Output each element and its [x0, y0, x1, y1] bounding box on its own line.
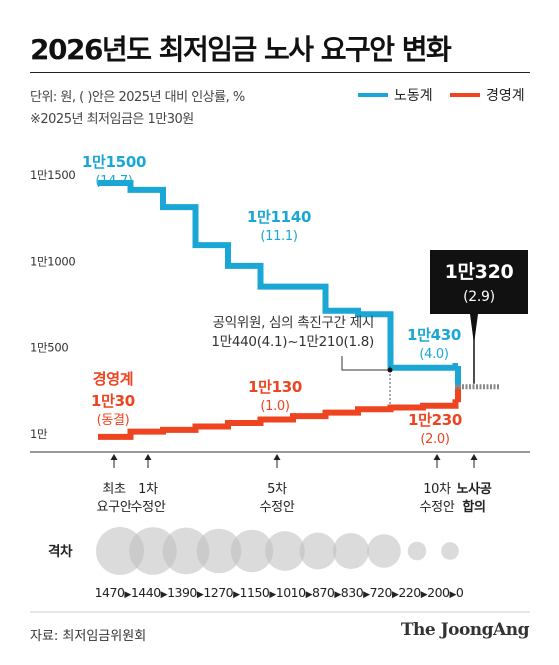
callout-value-5: 1만230: [408, 411, 462, 429]
stage-arrow-head-3: [433, 454, 441, 460]
gap-value-6: 870: [312, 585, 335, 600]
stage-label-line2-2: 수정안: [260, 500, 295, 515]
page-title: 2026년도 최저임금 노사 요구안 변화: [30, 33, 452, 66]
gap-arrow-2: ▶: [197, 590, 204, 600]
callout-value-4: 1만130: [248, 378, 302, 396]
gap-bubble-10: [441, 542, 459, 560]
stage-label-line1-0: 최초: [102, 482, 126, 497]
gap-arrow-9: ▶: [421, 590, 428, 600]
base-note: ※2025년 최저임금은 1만30원: [30, 112, 194, 127]
callout-rate-1: (11.1): [260, 229, 297, 244]
gap-values-row: 1470▶1440▶1390▶1270▶1150▶1010▶870▶830▶72…: [95, 585, 464, 600]
gap-value-10: 200: [427, 585, 450, 600]
callout-heading-3: 경영계: [93, 370, 134, 388]
callout-value-2: 1만430: [407, 326, 461, 344]
stage-arrow-head-0: [110, 454, 118, 460]
legend-item-labor: 노동계: [358, 85, 433, 105]
legend-label-labor: 노동계: [394, 88, 433, 104]
stage-label-line2-4: 합의: [462, 499, 485, 515]
gap-value-0: 1470: [95, 585, 125, 600]
series-line-labor: [98, 180, 459, 371]
gap-bubble-4: [230, 529, 274, 573]
gap-arrow-0: ▶: [124, 590, 131, 600]
stage-arrow-head-2: [273, 454, 281, 460]
gap-value-2: 1390: [167, 585, 197, 600]
callout-rate-5: (2.0): [420, 432, 449, 447]
public-note-leader: [341, 356, 388, 371]
stage-label-line2-3: 수정안: [420, 500, 455, 515]
gap-arrow-7: ▶: [363, 590, 370, 600]
agreement-value: 1만320: [445, 261, 514, 283]
y-tick-label-2: 1만1000: [30, 254, 75, 268]
gap-value-5: 1010: [276, 585, 306, 600]
gap-value-3: 1270: [203, 585, 233, 600]
stage-label-line1-1: 1차: [138, 482, 158, 497]
source-note: 자료: 최저임금위원회: [30, 629, 147, 644]
gap-arrow-8: ▶: [392, 590, 399, 600]
gap-bubble-7: [332, 532, 370, 570]
gap-bubble-0: [96, 527, 144, 575]
legend-label-management: 경영계: [486, 88, 525, 104]
gap-value-11: 0: [456, 585, 464, 600]
series-line-management: [98, 399, 459, 440]
callout-value-0: 1만1500: [82, 153, 146, 171]
callout-value-3: 1만30: [91, 392, 135, 410]
public-range-dot: [387, 367, 393, 373]
title-divider: [30, 72, 530, 73]
stage-arrow-head-1: [144, 454, 152, 460]
gap-label: 격차: [48, 543, 73, 560]
y-tick-label-0: 1만: [30, 427, 48, 441]
gap-bubble-6: [299, 532, 337, 570]
public-note-line2: 1만440(4.1)~1만210(1.8): [211, 334, 374, 350]
callout-rate-2: (4.0): [419, 347, 448, 362]
agreement-rate: (2.9): [463, 289, 495, 305]
brand-logo: The JoongAng: [400, 620, 530, 640]
stage-label-line2-1: 수정안: [131, 500, 166, 515]
gap-arrow-4: ▶: [269, 590, 276, 600]
legend-item-management: 경영계: [450, 85, 525, 105]
gap-value-8: 720: [370, 585, 393, 600]
gap-bubble-9: [407, 541, 427, 561]
gap-bubble-1: [129, 527, 177, 575]
stage-label-line2-0: 요구안: [97, 500, 132, 515]
gap-arrow-5: ▶: [306, 590, 313, 600]
gap-arrow-3: ▶: [233, 590, 240, 600]
y-tick-label-1: 1만500: [30, 341, 68, 355]
gap-bubble-3: [196, 528, 242, 574]
callout-value-1: 1만1140: [247, 208, 311, 226]
gap-value-4: 1150: [240, 585, 270, 600]
gap-arrow-1: ▶: [161, 590, 168, 600]
stage-arrow-head-4: [470, 454, 478, 460]
gap-value-7: 830: [341, 585, 364, 600]
callout-rate-0: (14.7): [95, 174, 132, 189]
gap-arrow-10: ▶: [450, 590, 457, 600]
public-note-line1: 공익위원, 심의 촉진구간 제시: [213, 315, 374, 331]
y-tick-label-3: 1만1500: [30, 168, 75, 182]
stage-label-line1-4: 노사공: [457, 481, 492, 497]
callout-rate-3: (동결): [97, 413, 130, 428]
gap-bubble-8: [367, 534, 401, 568]
agreement-box: [430, 250, 528, 314]
legend-swatch-management: [450, 93, 480, 97]
gap-value-9: 220: [398, 585, 421, 600]
callout-rate-4: (1.0): [260, 399, 289, 414]
gap-arrow-6: ▶: [334, 590, 341, 600]
unit-note: 단위: 원, ( )안은 2025년 대비 인상률, %: [30, 90, 245, 105]
gap-bubble-5: [265, 531, 305, 571]
stage-label-line1-3: 10차: [423, 482, 451, 497]
gap-value-1: 1440: [131, 585, 161, 600]
legend-swatch-labor: [358, 93, 388, 97]
stage-label-line1-2: 5차: [267, 482, 287, 497]
gap-bubble-2: [162, 527, 210, 575]
